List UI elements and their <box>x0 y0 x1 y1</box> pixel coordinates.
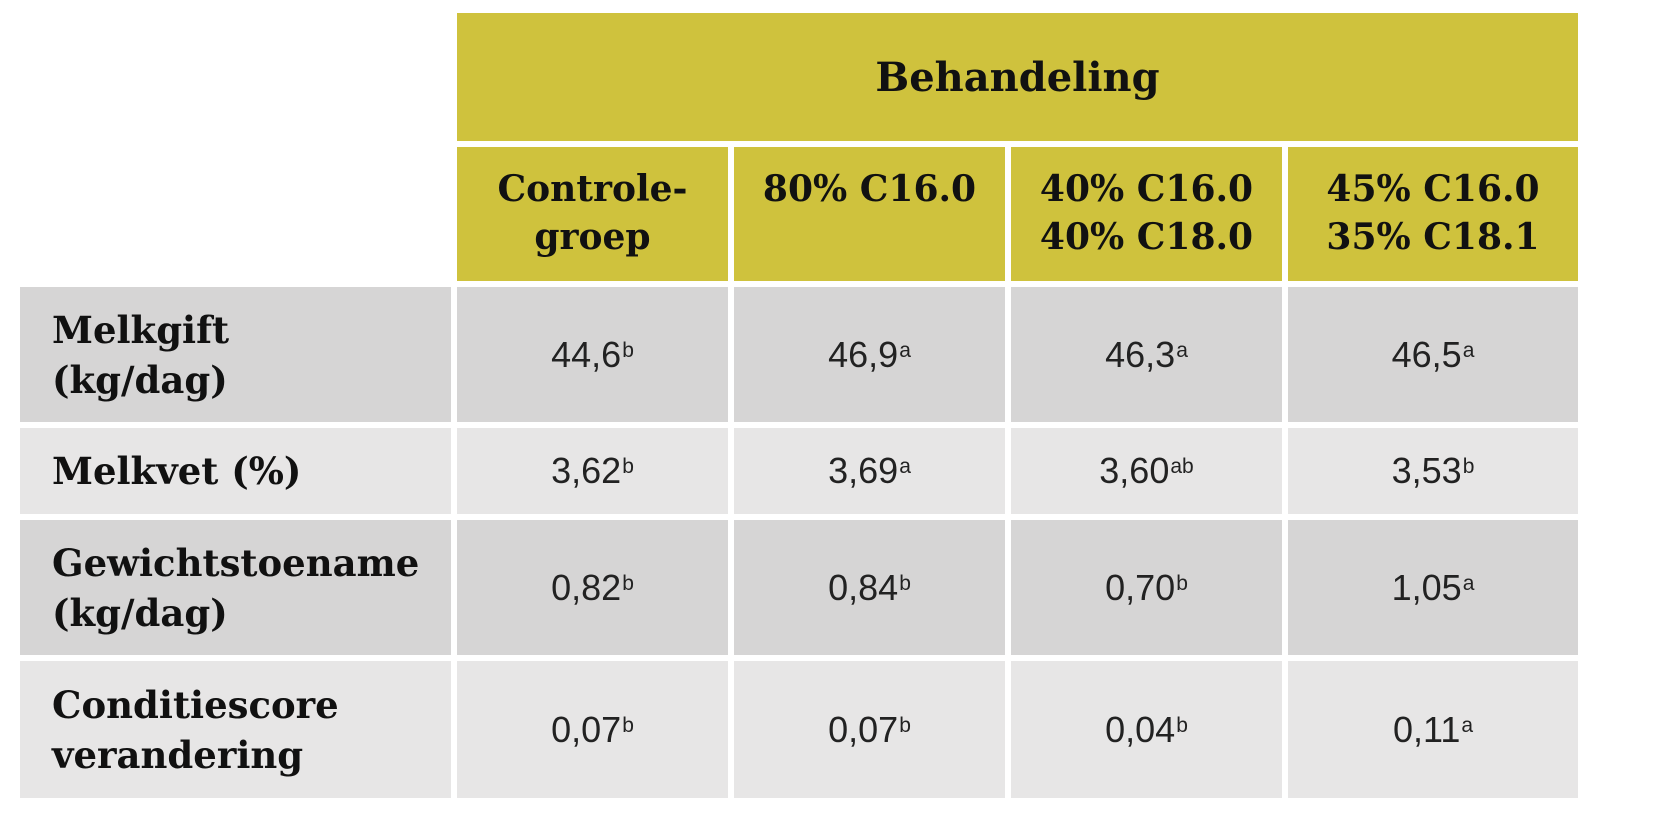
table-cell: 0,04 b <box>1011 661 1282 798</box>
significance-letter: b <box>899 571 911 595</box>
table-cell: 46,9 a <box>734 287 1005 422</box>
significance-letter: a <box>1176 338 1188 362</box>
column-header-45-c16-35-c181: 45% C16.0 35% C18.1 <box>1288 147 1578 281</box>
table-cell: 3,60 ab <box>1011 428 1282 514</box>
column-header-40-c16-40-c18: 40% C16.0 40% C18.0 <box>1011 147 1282 281</box>
table-cell: 46,5 a <box>1288 287 1578 422</box>
significance-letter: a <box>899 455 911 478</box>
significance-letter: a <box>899 338 911 362</box>
significance-letter: a <box>1461 713 1474 737</box>
column-header-controlegroep: Controle- groep <box>457 147 728 281</box>
row-label-melkvet: Melkvet (%) <box>20 428 451 514</box>
significance-letter: b <box>899 713 911 737</box>
table-cell: 0,82 b <box>457 520 728 655</box>
table-cell: 3,53 b <box>1288 428 1578 514</box>
table-cell: 44,6 b <box>457 287 728 422</box>
table-cell: 0,70 b <box>1011 520 1282 655</box>
significance-letter: a <box>1462 338 1475 362</box>
row-label-melkgift: Melkgift (kg/dag) <box>20 287 451 422</box>
table-cell: 0,07 b <box>734 661 1005 798</box>
table-cell: 3,69 a <box>734 428 1005 514</box>
column-header-80-c16: 80% C16.0 <box>734 147 1005 281</box>
corner-blank-cell-2 <box>20 147 451 281</box>
significance-letter: b <box>1462 455 1475 478</box>
significance-letter: b <box>622 713 634 737</box>
table-cell: 46,3 a <box>1011 287 1282 422</box>
row-label-conditiescore: Conditiescore verandering <box>20 661 451 798</box>
significance-letter: ab <box>1170 455 1194 478</box>
table-cell: 0,84 b <box>734 520 1005 655</box>
significance-letter: b <box>1176 713 1188 737</box>
significance-letter: b <box>622 338 634 362</box>
significance-letter: a <box>1462 571 1475 595</box>
row-label-gewichtstoename: Gewichtstoename (kg/dag) <box>20 520 451 655</box>
corner-blank-cell <box>20 13 451 141</box>
table-cell: 0,11 a <box>1288 661 1578 798</box>
significance-letter: b <box>622 571 634 595</box>
table-cell: 3,62 b <box>457 428 728 514</box>
results-table: Behandeling Controle- groep 80% C16.0 40… <box>20 13 1578 798</box>
table-cell: 1,05 a <box>1288 520 1578 655</box>
significance-letter: b <box>1176 571 1188 595</box>
significance-letter: b <box>622 455 634 478</box>
header-behandeling: Behandeling <box>457 13 1578 141</box>
table-cell: 0,07 b <box>457 661 728 798</box>
